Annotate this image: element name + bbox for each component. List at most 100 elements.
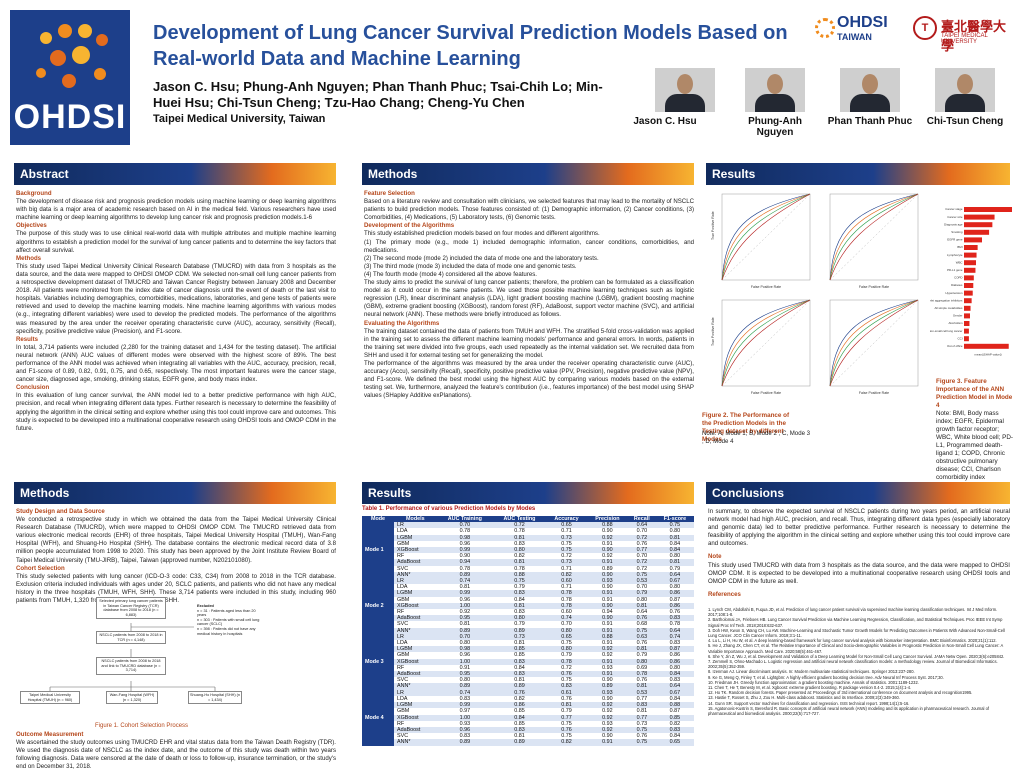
table-cell: 0.65: [545, 633, 587, 641]
reference-item: 10. Friedman JH. Greedy function approxi…: [708, 679, 919, 685]
table-cell: LR: [394, 578, 437, 585]
table-cell: 0.77: [627, 714, 656, 721]
table-cell: 0.76: [636, 677, 648, 684]
subheading: Feature Selection: [364, 190, 415, 197]
paragraph: We conducted a retrospective study in wh…: [16, 516, 336, 564]
table-cell: 0.86: [655, 590, 694, 597]
table-cell: 0.91: [586, 739, 628, 746]
paragraph: The study aims to predict the survival o…: [364, 279, 694, 319]
table-cell: 0.98: [436, 646, 494, 653]
seal-icon: T: [913, 16, 937, 40]
affiliation: Taipei Medical University, Taiwan: [153, 113, 326, 125]
table-cell: 0.95: [436, 615, 494, 622]
table-cell: 0.78: [669, 621, 681, 628]
table-cell: 0.73: [545, 559, 587, 566]
table-cell: 0.69: [636, 664, 648, 671]
table-row: AdaBoost 0.95 0.83 0.76 0.91 0.78 0.84: [362, 671, 694, 678]
feature-label: WBC: [956, 260, 963, 264]
paragraph: This study used TMUCRD with data from 3 …: [708, 561, 1010, 585]
table-cell: 0.83: [459, 695, 471, 702]
table-cell: 0.71: [561, 528, 572, 535]
table-cell: 0.91: [586, 590, 628, 597]
table-cell: 0.71: [561, 584, 572, 591]
exclusion-item: n = 398 : Patients did not have any medi…: [197, 626, 256, 636]
table-cell: 0.92: [602, 652, 613, 659]
feature-label: COPD: [954, 276, 962, 280]
table-cell: 0.89: [436, 627, 494, 634]
photo-name: Phung-Anh Nguyen: [748, 116, 802, 138]
table-cell: 0.63: [627, 633, 656, 641]
table-cell: 0.78: [459, 528, 471, 535]
exclusion-item: n = 31 : Patients aged less than 20 year…: [197, 608, 256, 618]
table-cell: 0.84: [669, 540, 681, 547]
subheading: Note: [708, 553, 722, 561]
table-cell: 0.80: [493, 615, 546, 622]
table-cell: 0.53: [627, 689, 656, 696]
table-cell: 0.76: [669, 609, 681, 616]
table-row: LDA 0.83 0.82 0.76 0.90 0.77 0.84: [362, 696, 694, 702]
table-row: ANN* 0.89 0.89 0.83 0.89 0.81 0.64: [362, 683, 694, 690]
table-row: RF 0.90 0.82 0.72 0.92 0.70 0.80: [362, 553, 694, 559]
table-cell: 0.91: [586, 671, 628, 678]
table-cell: 0.93: [602, 720, 613, 727]
table-cell: 0.96: [459, 652, 471, 659]
table-cell: 0.81: [493, 559, 546, 566]
subheading: Methods: [16, 254, 42, 262]
table-cell: 0.70: [436, 633, 494, 641]
table-cell: 0.92: [586, 534, 628, 541]
table-cell: 0.81: [627, 602, 656, 610]
table-row: GBM 0.96 0.84 0.78 0.91 0.80 0.87: [362, 597, 694, 603]
table-cell: 0.60: [561, 609, 572, 616]
table-cell: 0.90: [586, 571, 628, 579]
table-cell: 0.86: [655, 658, 694, 665]
table-cell: 0.80: [669, 584, 681, 591]
conclusions-header: Conclusions: [706, 482, 1010, 504]
table-cell: 0.85: [514, 720, 525, 727]
ohdsi-tw-subtext: TAIWAN: [837, 32, 872, 42]
table-cell: 0.81: [493, 534, 546, 541]
methods-bottom-body: Study Design and Data Source We conducte…: [16, 508, 336, 605]
author-photo: [745, 68, 805, 112]
table-row: ANN* 0.89 0.89 0.82 0.91 0.75 0.65: [362, 739, 694, 746]
table-cell: 0.77: [636, 695, 648, 702]
roc-xlabel: False Positive Rate: [751, 391, 781, 395]
performance-table: Mode Models AUC Training AUC Testing Accurac…: [362, 516, 694, 746]
table-row: LDA 0.80 0.81 0.75 0.91 0.76 0.83: [362, 640, 694, 646]
table-cell: LR: [394, 633, 437, 641]
table-cell: 0.75: [561, 677, 572, 684]
results-header: Results: [706, 163, 1010, 185]
table-row: XGBoost 1.00 0.84 0.77 0.92 0.77 0.85: [362, 714, 694, 721]
roc-panel-d: [829, 299, 919, 387]
table-header-cell: Recall: [627, 516, 656, 523]
feature-label: Smoking: [951, 230, 963, 234]
feature-bar: [964, 336, 969, 342]
paragraph: In summary, to observe the expected surv…: [708, 508, 1010, 548]
reference-item: 8. Izenman AJ. Linear discriminant analy…: [708, 669, 915, 675]
table-row: LGBM 0.99 0.86 0.81 0.92 0.83 0.88: [362, 702, 694, 709]
table-cell: 0.99: [436, 702, 494, 709]
table-row: GBM 0.97 0.85 0.79 0.92 0.81 0.87: [362, 708, 694, 714]
logo-dot: [96, 34, 108, 46]
table-row: Mode 1 LR 0.70 0.72 0.65 0.88 0.64 0.75: [362, 522, 694, 579]
table-cell: 0.81: [627, 683, 656, 690]
feature-bar: [964, 207, 1012, 212]
table-cell: 0.84: [669, 733, 681, 740]
table-cell: 0.83: [669, 640, 681, 647]
table-cell: 0.93: [586, 578, 628, 585]
table-cell: 0.94: [602, 609, 613, 616]
table-header-cell: Accuracy: [545, 516, 587, 523]
table-cell: AdaBoost: [394, 671, 437, 678]
feature-label: Cancer stage: [945, 207, 963, 211]
table-cell: 0.80: [459, 677, 471, 684]
table-cell: 0.73: [636, 720, 648, 727]
table-cell: 0.92: [602, 708, 613, 715]
roc-xlabel: False Positive Rate: [859, 285, 889, 289]
table-cell: 0.75: [655, 522, 694, 529]
table-cell: 0.81: [514, 677, 525, 684]
table-cell: 0.70: [636, 584, 648, 591]
table-cell: 0.82: [514, 695, 525, 702]
table-cell: 0.70: [436, 522, 494, 529]
table-cell: 0.97: [459, 708, 471, 715]
table-cell: 0.82: [514, 553, 525, 560]
table-cell: 0.90: [602, 677, 613, 684]
